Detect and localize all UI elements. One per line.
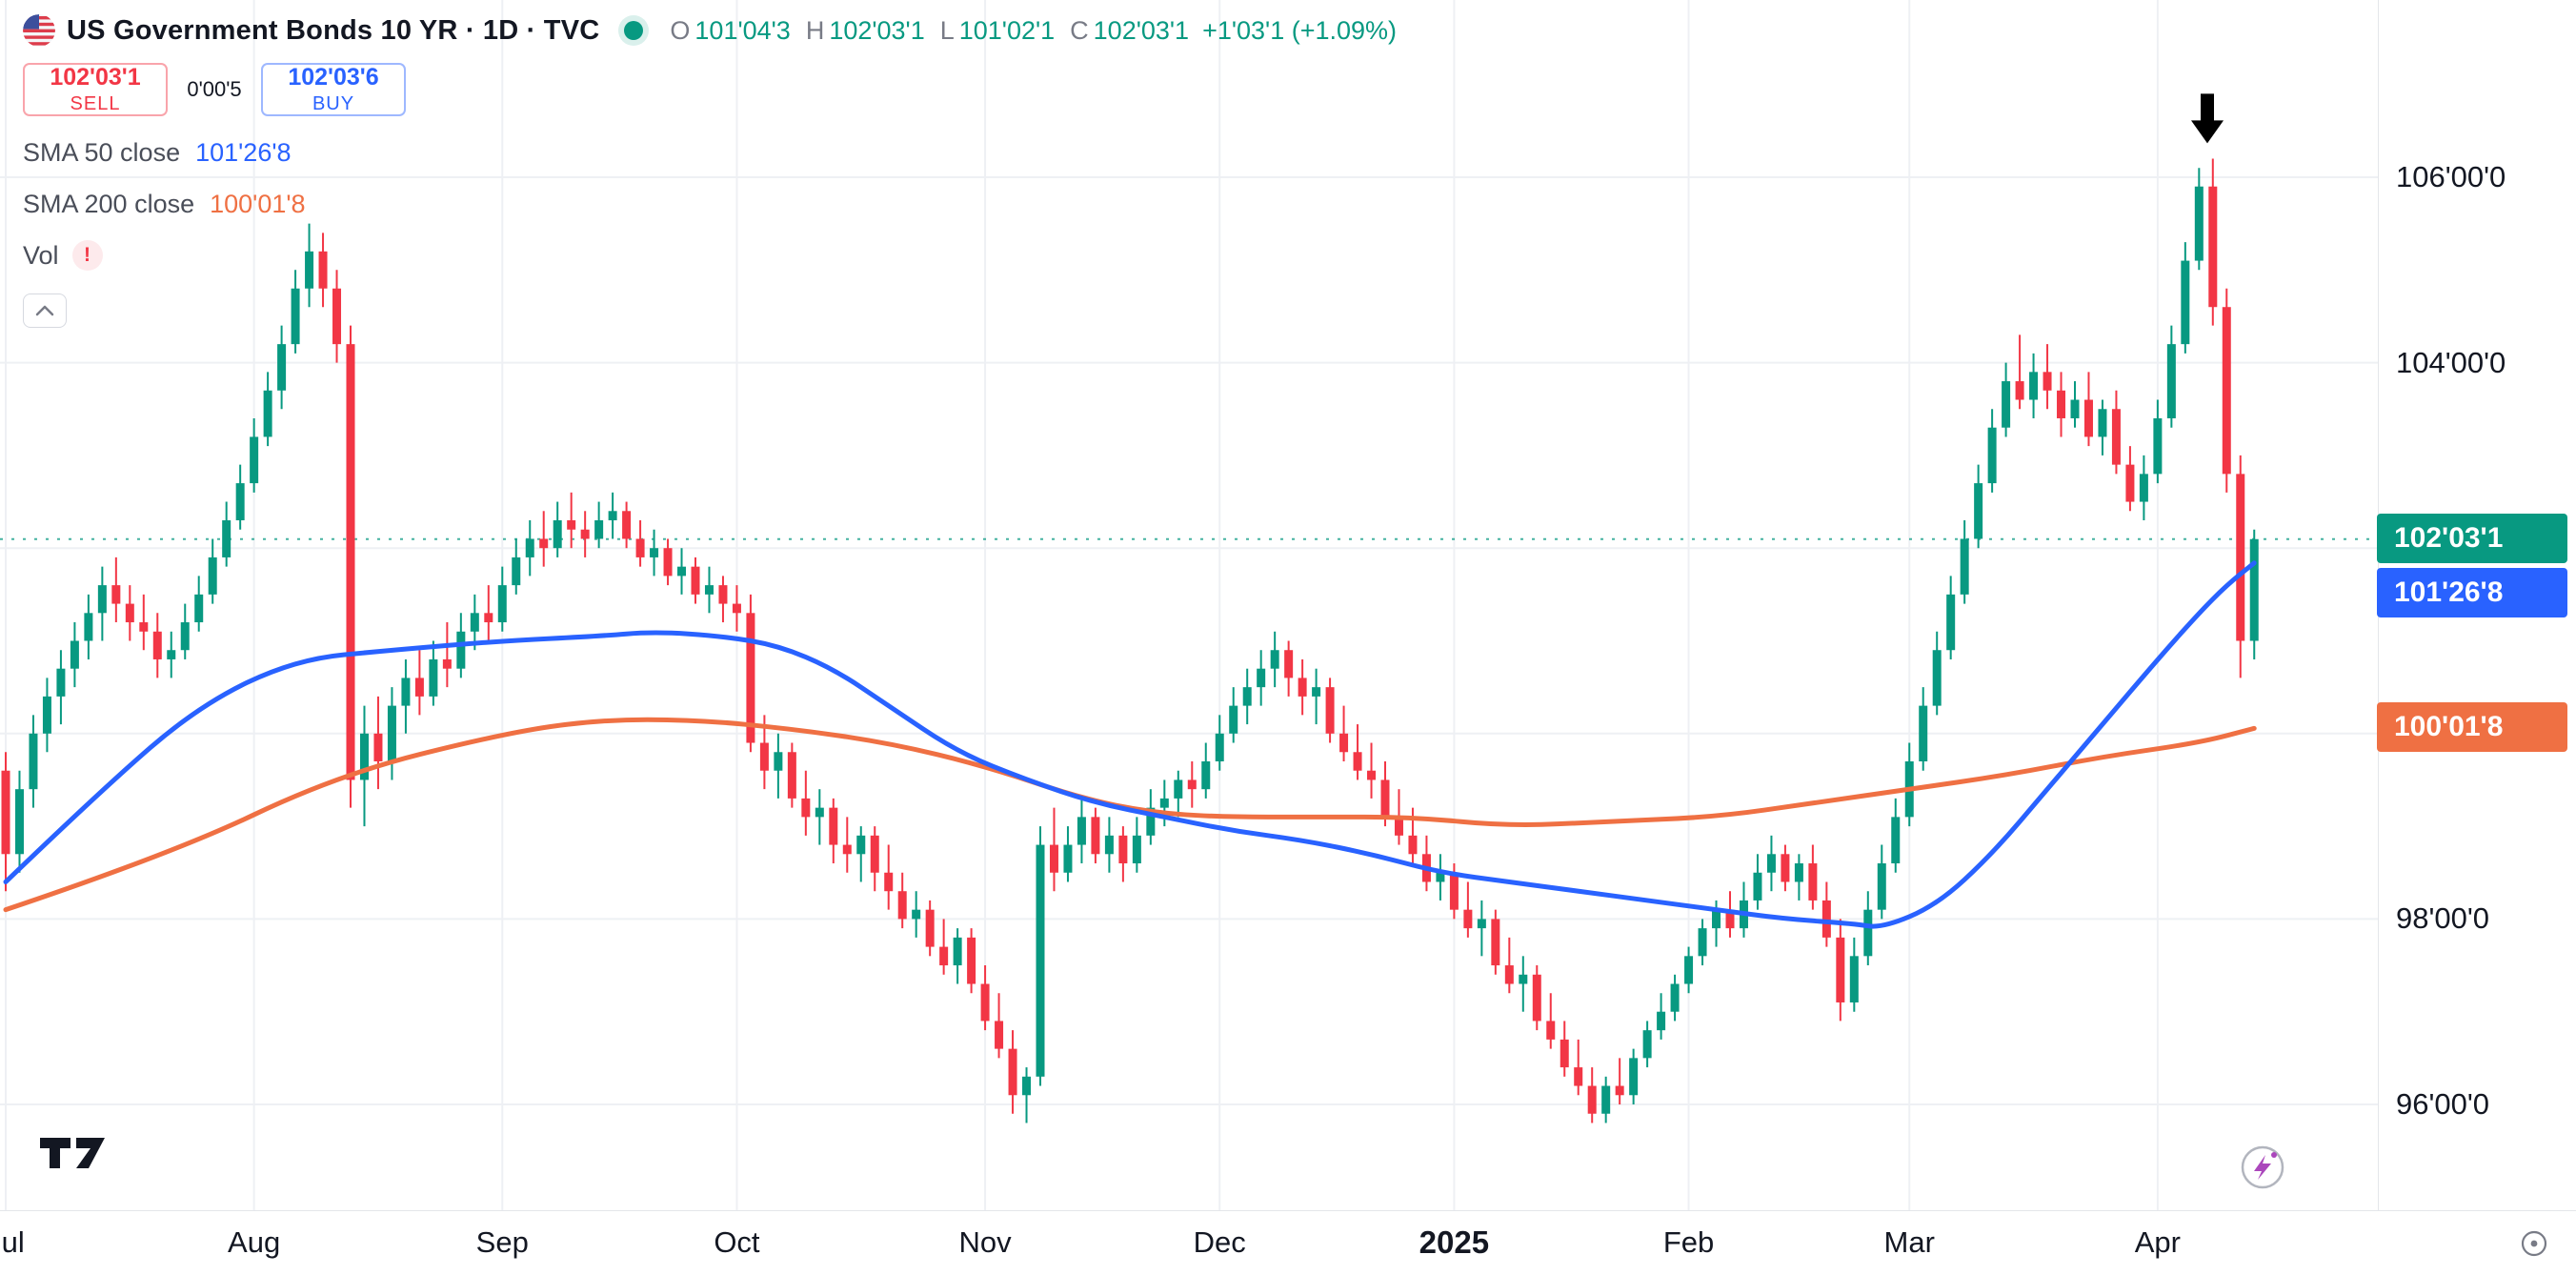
time-axis-label-dec: Dec	[1193, 1225, 1246, 1259]
price-axis[interactable]: 106'00'0 104'00'0 98'00'0 96'00'0 102'03'1 10…	[2377, 0, 2576, 1210]
time-axis-label-oct: Oct	[714, 1225, 760, 1259]
buy-price: 102'03'6	[288, 63, 379, 91]
price-badge-sma200: 100'01'8	[2377, 702, 2567, 753]
price-axis-label: 98'00'0	[2396, 901, 2490, 936]
time-axis-label-aug: Aug	[228, 1225, 281, 1259]
high-label: H	[805, 15, 825, 45]
market-status-dot[interactable]	[624, 21, 644, 40]
time-axis[interactable]: Jul Aug Sep Oct Nov Dec 2025 Feb Mar Apr	[0, 1210, 2576, 1275]
down-arrow-annotation[interactable]	[2191, 93, 2224, 144]
open-value: 101'04'3	[694, 15, 791, 45]
price-scale-settings-icon[interactable]	[2515, 1224, 2553, 1267]
tradingview-logo[interactable]	[38, 1134, 124, 1177]
chevron-up-icon	[35, 305, 54, 316]
indicator-sma200-row[interactable]: SMA 200 close 100'01'8	[23, 189, 1397, 219]
ohlc-values: O 101'04'3 H 102'03'1 L 101'02'1 C 102'0…	[670, 16, 1397, 46]
time-axis-label-feb: Feb	[1662, 1225, 1715, 1259]
indicator-volume-row[interactable]: Vol !	[23, 240, 1397, 271]
bid-ask-spread: 0'00'5	[187, 77, 242, 101]
close-value: 102'03'1	[1093, 15, 1190, 45]
chart-legend: US Government Bonds 10 YR · 1D · TVC O 1…	[23, 10, 1397, 328]
candles	[1, 158, 2259, 1123]
change-value: +1'03'1 (+1.09%)	[1202, 15, 1398, 45]
sma200-value: 100'01'8	[210, 189, 306, 218]
price-axis-label: 104'00'0	[2396, 345, 2506, 379]
volume-warning-icon[interactable]: !	[71, 240, 103, 271]
sma50-line[interactable]	[3, 560, 2257, 929]
sma50-label: SMA 50 close	[23, 137, 181, 167]
time-axis-label-sep: Sep	[475, 1225, 529, 1259]
price-badge-close: 102'03'1	[2377, 513, 2567, 563]
sell-button[interactable]: 102'03'1 SELL	[23, 63, 168, 116]
trade-buttons-row: 102'03'1 SELL 0'00'5 102'03'6 BUY	[23, 63, 1397, 116]
indicator-sma50-row[interactable]: SMA 50 close 101'26'8	[23, 137, 1397, 168]
grid-lines	[0, 0, 2378, 1210]
sma200-line[interactable]	[3, 717, 2257, 913]
sell-price: 102'03'1	[50, 63, 141, 91]
low-label: L	[939, 15, 955, 45]
time-axis-label-jul: Jul	[0, 1225, 25, 1259]
symbol-title[interactable]: US Government Bonds 10 YR · 1D · TVC	[67, 14, 600, 46]
sma50-value: 101'26'8	[195, 137, 292, 167]
buy-button[interactable]: 102'03'6 BUY	[261, 63, 406, 116]
high-value: 102'03'1	[829, 15, 925, 45]
symbol-title-row[interactable]: US Government Bonds 10 YR · 1D · TVC O 1…	[23, 10, 1397, 51]
time-axis-label-mar: Mar	[1883, 1225, 1935, 1259]
price-axis-label: 106'00'0	[2396, 160, 2506, 193]
time-axis-label-nov: Nov	[958, 1225, 1012, 1259]
volume-label: Vol	[23, 240, 59, 270]
legend-collapse-button[interactable]	[23, 293, 67, 328]
time-axis-label-2025: 2025	[1419, 1224, 1490, 1260]
us-flag-icon	[23, 14, 55, 47]
buy-button-label: BUY	[312, 93, 355, 115]
sell-button-label: SELL	[70, 93, 121, 115]
low-value: 101'02'1	[958, 15, 1056, 45]
price-axis-label: 96'00'0	[2396, 1087, 2490, 1121]
price-badge-sma50: 101'26'8	[2377, 567, 2567, 617]
sma200-label: SMA 200 close	[23, 189, 195, 218]
close-label: C	[1070, 15, 1089, 45]
flash-action-icon[interactable]	[2239, 1143, 2286, 1196]
time-axis-label-apr: Apr	[2134, 1225, 2181, 1259]
open-label: O	[670, 15, 691, 45]
